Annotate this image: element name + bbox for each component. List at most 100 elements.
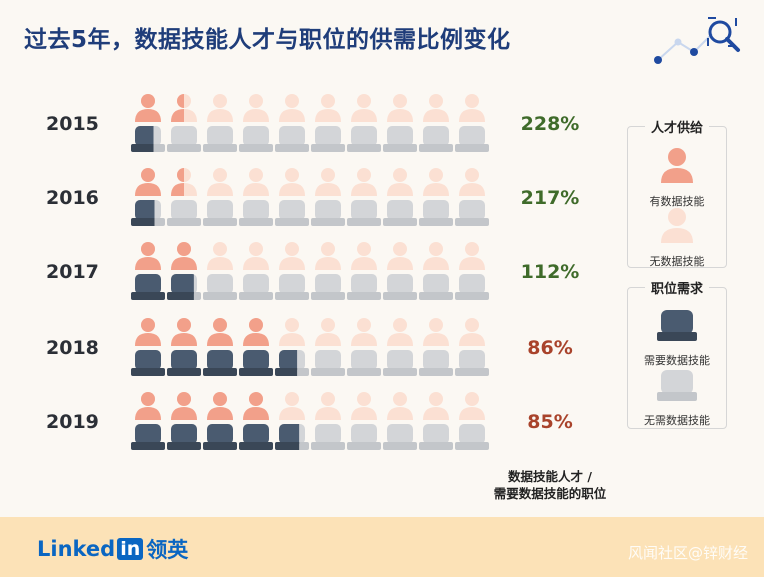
data-label-2016: 217% [521, 187, 580, 209]
legend-demand: 职位需求 需要数据技能 无需数据技能 [627, 282, 727, 429]
demand-icon-2019-1 [131, 424, 165, 450]
chart-search-icon [654, 17, 740, 64]
supply-icon-2016-2 [171, 168, 197, 196]
demand-icon-2017-6 [311, 274, 345, 300]
supply-icon-2018-3 [207, 318, 233, 346]
legend-demand-without: 无需数据技能 [644, 414, 710, 427]
tick-label-2015: 2015 [46, 113, 99, 135]
supply-icon-2018-5 [279, 318, 305, 346]
supply-icon-2015-4 [243, 94, 269, 122]
supply-icon-2017-3 [207, 242, 233, 270]
supply-icon-2019-10 [459, 392, 485, 420]
demand-icon-2015-5 [275, 126, 309, 152]
supply-icon-2016-8 [387, 168, 413, 196]
demand-icon-2016-5 [275, 200, 309, 226]
supply-icon-2019-1 [135, 392, 161, 420]
supply-icon-2017-5 [279, 242, 305, 270]
supply-icon-2017-1 [135, 242, 161, 270]
demand-icon-2015-1 [131, 126, 165, 152]
supply-icon-2018-4 [243, 318, 269, 346]
supply-icon-2015-9 [423, 94, 449, 122]
linkedin-logo[interactable]: Linked in 领英 [37, 534, 188, 564]
seat-no-skill-icon [657, 370, 697, 401]
demand-icon-2016-4 [239, 200, 273, 226]
demand-icon-2016-9 [419, 200, 453, 226]
supply-icon-2017-4 [243, 242, 269, 270]
demand-icon-2015-2 [167, 126, 201, 152]
supply-icon-2017-8 [387, 242, 413, 270]
supply-icon-2015-1 [135, 94, 161, 122]
supply-icon-2017-10 [459, 242, 485, 270]
supply-icon-2019-5 [279, 392, 305, 420]
demand-icon-2016-2 [167, 200, 201, 226]
supply-icon-2019-8 [387, 392, 413, 420]
legend-supply-without: 无数据技能 [649, 255, 705, 268]
demand-icon-2018-2 [167, 350, 201, 376]
legend-supply: 人才供给 有数据技能 无数据技能 [627, 121, 727, 268]
brand-in: in [117, 538, 144, 560]
demand-icon-2019-9 [419, 424, 453, 450]
demand-icon-2017-9 [419, 274, 453, 300]
supply-icon-2015-10 [459, 94, 485, 122]
demand-icon-2018-3 [203, 350, 237, 376]
brand-cn: 领英 [146, 538, 189, 562]
supply-icon-2016-5 [279, 168, 305, 196]
demand-icon-2018-8 [383, 350, 417, 376]
tick-label-2017: 2017 [46, 261, 99, 283]
person-with-skill-icon [661, 148, 693, 183]
supply-icon-2018-9 [423, 318, 449, 346]
demand-icon-2019-10 [455, 424, 489, 450]
legend-supply-title: 人才供给 [644, 121, 709, 136]
supply-icon-2015-7 [351, 94, 377, 122]
demand-icon-2017-5 [275, 274, 309, 300]
tick-label-2016: 2016 [46, 187, 99, 209]
supply-icon-2019-2 [171, 392, 197, 420]
footer-bar: Linked in 领英 风闻社区@锌财经 [0, 517, 764, 577]
demand-icon-2015-6 [311, 126, 345, 152]
demand-icon-2017-4 [239, 274, 273, 300]
watermark: 风闻社区@锌财经 [627, 544, 748, 562]
page-title: 过去5年，数据技能人才与职位的供需比例变化 [24, 27, 511, 53]
demand-icon-2017-8 [383, 274, 417, 300]
demand-icon-2019-7 [347, 424, 381, 450]
demand-icon-2019-5 [275, 424, 309, 450]
supply-icon-2018-10 [459, 318, 485, 346]
supply-icon-2016-9 [423, 168, 449, 196]
demand-icon-2018-10 [455, 350, 489, 376]
demand-icon-2015-10 [455, 126, 489, 152]
data-label-2015: 228% [521, 113, 580, 135]
supply-icon-2015-5 [279, 94, 305, 122]
demand-icon-2016-7 [347, 200, 381, 226]
demand-icon-2018-5 [275, 350, 309, 376]
demand-icon-2015-4 [239, 126, 273, 152]
demand-icon-2018-7 [347, 350, 381, 376]
demand-icon-2016-1 [131, 200, 165, 226]
supply-icon-2019-9 [423, 392, 449, 420]
demand-icon-2017-1 [131, 274, 165, 300]
demand-icon-2019-2 [167, 424, 201, 450]
demand-icon-2016-3 [203, 200, 237, 226]
demand-icon-2015-9 [419, 126, 453, 152]
demand-icon-2019-4 [239, 424, 273, 450]
supply-icon-2016-6 [315, 168, 341, 196]
supply-icon-2017-6 [315, 242, 341, 270]
demand-icon-2019-3 [203, 424, 237, 450]
demand-icon-2017-10 [455, 274, 489, 300]
ratio-footnote: 数据技能人才 / 需要数据技能的职位 [470, 468, 630, 502]
demand-icon-2018-4 [239, 350, 273, 376]
data-label-2018: 86% [527, 337, 572, 359]
supply-icon-2018-2 [171, 318, 197, 346]
demand-icon-2015-7 [347, 126, 381, 152]
supply-icon-2015-6 [315, 94, 341, 122]
demand-icon-2015-3 [203, 126, 237, 152]
brand-en: Linked [37, 537, 116, 561]
footnote-line1: 数据技能人才 / [508, 469, 592, 484]
supply-icon-2018-1 [135, 318, 161, 346]
demand-icon-2016-8 [383, 200, 417, 226]
tick-label-2019: 2019 [46, 411, 99, 433]
supply-icon-2016-3 [207, 168, 233, 196]
supply-icon-2019-4 [243, 392, 269, 420]
tick-label-2018: 2018 [46, 337, 99, 359]
demand-icon-2018-1 [131, 350, 165, 376]
person-without-skill-icon [661, 208, 693, 243]
